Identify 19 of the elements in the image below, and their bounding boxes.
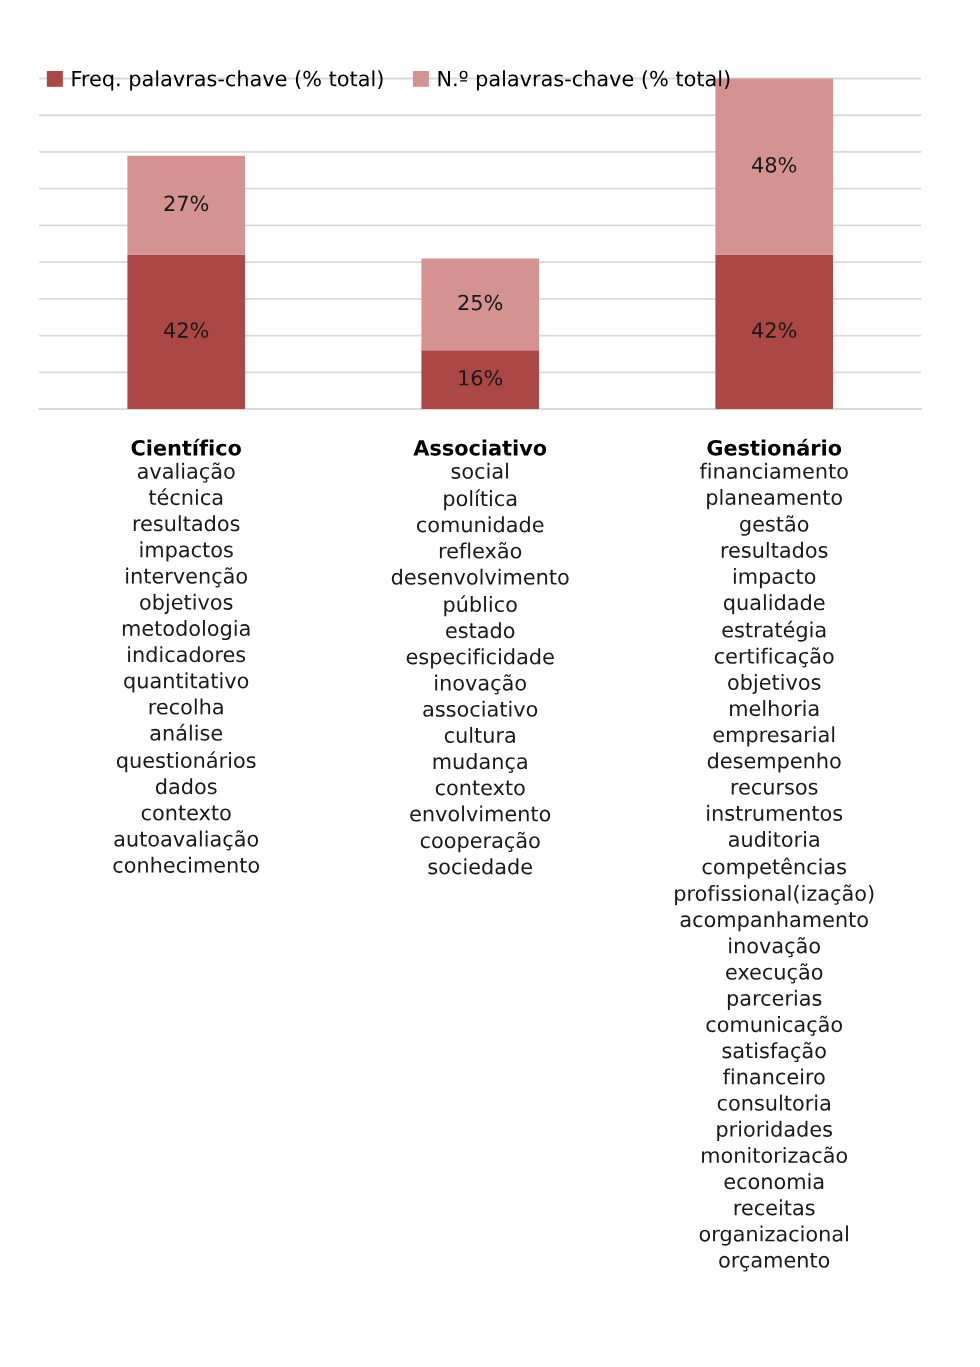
x-tick-label: Associativo xyxy=(413,439,547,456)
legend-label: Freq. palavras-chave (% total) xyxy=(72,70,383,91)
bar xyxy=(421,258,539,351)
text: financiamento planeamento gestão resultados impacto qualidade estratégia certificação objetivos melhoria empresarial desempenho recursos instrumentos auditoria competências profissional(ização) acompanhamento inovação execução parcerias comunicação satisfação financeiro consultoria prioridades monitorizacão economia receitas organizacional orçamento xyxy=(675,462,874,1272)
text: avaliação técnica resultados impactos intervenção objetivos metodologia indicadores quantitativo recolha análise questionários dados contexto autoavaliação conhecimento xyxy=(113,462,260,873)
bar xyxy=(127,155,245,255)
bar xyxy=(127,254,245,409)
bar xyxy=(715,254,833,409)
legend-label: N.º palavras-chave (% total) xyxy=(438,70,730,91)
data-label: 42% xyxy=(752,322,797,338)
x-tick-label: Gestionário xyxy=(707,438,842,456)
data-label: 42% xyxy=(164,322,209,338)
bar xyxy=(421,350,539,409)
data-label: 48% xyxy=(752,156,797,173)
data-label: 25% xyxy=(458,294,503,311)
data-label: 27% xyxy=(164,195,209,212)
text: social política comunidade reflexão desenvolvimento público estado especificidade inovação associativo cultura mudança contexto envolvimento cooperação sociedade xyxy=(391,462,569,875)
data-label: 16% xyxy=(459,369,503,386)
x-tick-label: Científico xyxy=(131,438,241,456)
